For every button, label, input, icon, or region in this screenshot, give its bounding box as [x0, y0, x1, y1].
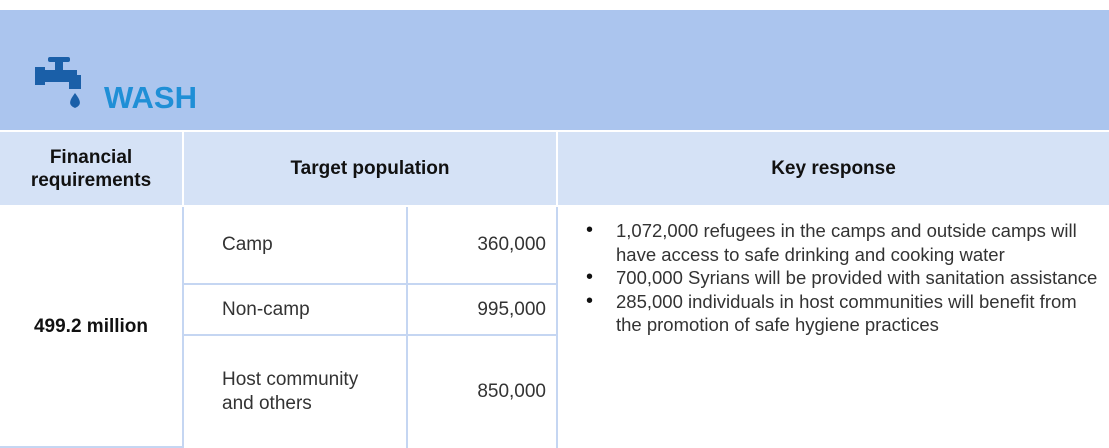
response-item: 700,000 Syrians will be provided with sa…	[558, 266, 1105, 290]
response-list: 1,072,000 refugees in the camps and outs…	[558, 219, 1105, 337]
column-header: Financial requirements	[0, 132, 182, 205]
key-response-cell: 1,072,000 refugees in the camps and outs…	[558, 219, 1109, 448]
section-title: WASH	[104, 80, 197, 115]
population-count: 995,000	[408, 285, 558, 336]
response-item: 1,072,000 refugees in the camps and outs…	[558, 219, 1105, 266]
population-count: 850,000	[408, 336, 558, 448]
header-band	[0, 10, 1109, 130]
population-count: 360,000	[408, 207, 558, 285]
population-type: Camp	[184, 207, 408, 285]
financial-cell: 499.2 million	[0, 207, 184, 448]
population-type: Non-camp	[184, 285, 408, 336]
faucet-icon	[35, 57, 81, 108]
population-type: Host community and others	[184, 336, 408, 448]
column-header: Target population	[184, 132, 556, 205]
response-item: 285,000 individuals in host communities …	[558, 290, 1105, 337]
column-header: Key response	[558, 132, 1109, 205]
